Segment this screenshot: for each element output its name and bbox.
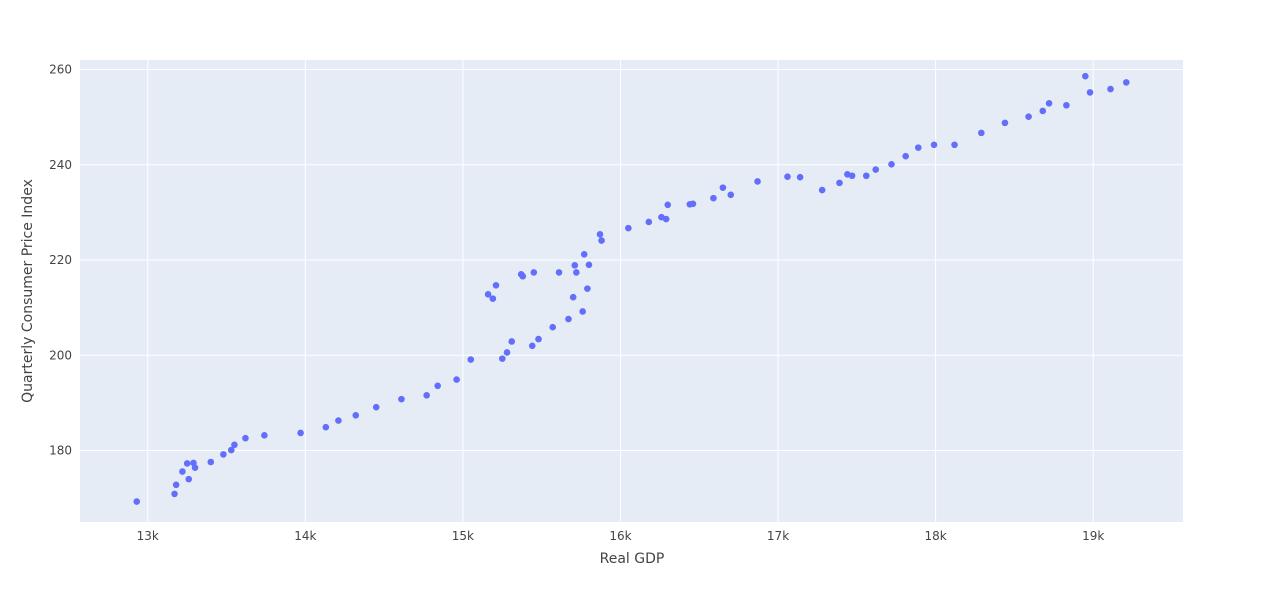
data-point bbox=[569, 293, 577, 301]
data-point bbox=[242, 434, 249, 442]
data-point bbox=[372, 403, 380, 411]
data-points bbox=[133, 72, 1130, 505]
data-point bbox=[1107, 85, 1114, 93]
data-point bbox=[930, 141, 938, 149]
x-tick-label: 17k bbox=[767, 529, 789, 543]
y-tick-label: 240 bbox=[49, 158, 72, 172]
data-point bbox=[261, 432, 268, 439]
data-point bbox=[662, 215, 670, 223]
data-point bbox=[584, 285, 591, 292]
data-point bbox=[191, 464, 199, 472]
x-axis-title: Real GDP bbox=[600, 551, 665, 567]
data-point bbox=[1082, 72, 1089, 80]
data-point bbox=[1086, 89, 1094, 96]
data-point bbox=[1122, 79, 1130, 86]
data-point bbox=[1063, 101, 1070, 109]
x-axis-ticks: 13k 14k 15k 16k 17k 18k 19k bbox=[137, 529, 1105, 543]
data-point bbox=[1025, 113, 1032, 120]
data-point bbox=[848, 172, 856, 180]
data-point bbox=[484, 291, 492, 298]
x-tick-label: 14k bbox=[294, 529, 316, 543]
y-axis-ticks: 180 200 220 240 260 bbox=[49, 63, 72, 458]
data-point bbox=[579, 308, 586, 315]
x-tick-label: 16k bbox=[609, 529, 631, 543]
data-point bbox=[645, 218, 653, 226]
data-point bbox=[352, 412, 360, 419]
data-point bbox=[549, 323, 557, 331]
data-point bbox=[565, 315, 572, 323]
data-point bbox=[872, 166, 880, 173]
data-point bbox=[508, 338, 516, 345]
data-point bbox=[754, 178, 761, 185]
gridlines bbox=[80, 60, 1183, 522]
data-point bbox=[498, 355, 506, 362]
data-point bbox=[914, 144, 922, 151]
y-tick-label: 180 bbox=[49, 444, 72, 458]
data-point bbox=[530, 269, 538, 276]
data-point bbox=[1045, 100, 1053, 107]
data-point bbox=[133, 498, 141, 505]
data-point bbox=[836, 179, 843, 187]
data-point bbox=[888, 161, 895, 168]
data-point bbox=[555, 269, 563, 276]
data-point bbox=[535, 335, 542, 343]
data-point bbox=[710, 194, 717, 202]
data-point bbox=[571, 261, 579, 269]
y-tick-label: 260 bbox=[49, 63, 72, 77]
data-point bbox=[528, 342, 536, 350]
data-point bbox=[598, 237, 605, 244]
data-point bbox=[179, 468, 186, 475]
data-point bbox=[625, 224, 632, 232]
data-point bbox=[978, 129, 985, 137]
data-point bbox=[185, 475, 193, 483]
x-tick-label: 19k bbox=[1082, 529, 1104, 543]
data-point bbox=[489, 295, 497, 302]
data-point bbox=[467, 356, 475, 363]
data-point bbox=[585, 261, 593, 269]
x-tick-label: 13k bbox=[137, 529, 159, 543]
data-point bbox=[1001, 119, 1009, 127]
plot-area bbox=[80, 60, 1183, 522]
data-point bbox=[573, 269, 580, 276]
data-point bbox=[492, 281, 500, 289]
data-point bbox=[596, 231, 604, 238]
data-point bbox=[231, 441, 238, 449]
data-point bbox=[434, 382, 441, 390]
data-point bbox=[1039, 107, 1047, 115]
x-tick-label: 15k bbox=[452, 529, 474, 543]
data-point bbox=[503, 349, 511, 356]
data-point bbox=[227, 446, 235, 454]
data-point bbox=[818, 186, 826, 194]
data-point bbox=[519, 272, 527, 280]
data-point bbox=[335, 417, 342, 424]
data-point bbox=[951, 141, 958, 149]
data-point bbox=[580, 251, 588, 258]
data-point bbox=[727, 191, 735, 199]
data-point bbox=[322, 423, 330, 431]
y-axis-title: Quarterly Consumer Price Index bbox=[20, 179, 36, 403]
data-point bbox=[784, 173, 791, 180]
y-tick-label: 200 bbox=[49, 348, 72, 362]
x-tick-label: 18k bbox=[925, 529, 947, 543]
data-point bbox=[398, 395, 405, 403]
data-point bbox=[796, 173, 804, 181]
data-point bbox=[423, 392, 430, 399]
data-point bbox=[297, 429, 304, 437]
data-point bbox=[689, 200, 697, 208]
data-point bbox=[902, 152, 909, 160]
data-point bbox=[171, 490, 178, 498]
data-point bbox=[453, 376, 460, 383]
data-point bbox=[719, 184, 727, 191]
data-point bbox=[862, 172, 870, 180]
data-point bbox=[664, 201, 672, 209]
data-point bbox=[220, 451, 227, 458]
y-tick-label: 220 bbox=[49, 253, 72, 267]
data-point bbox=[183, 460, 191, 467]
data-point bbox=[207, 458, 215, 466]
data-point bbox=[172, 481, 180, 489]
